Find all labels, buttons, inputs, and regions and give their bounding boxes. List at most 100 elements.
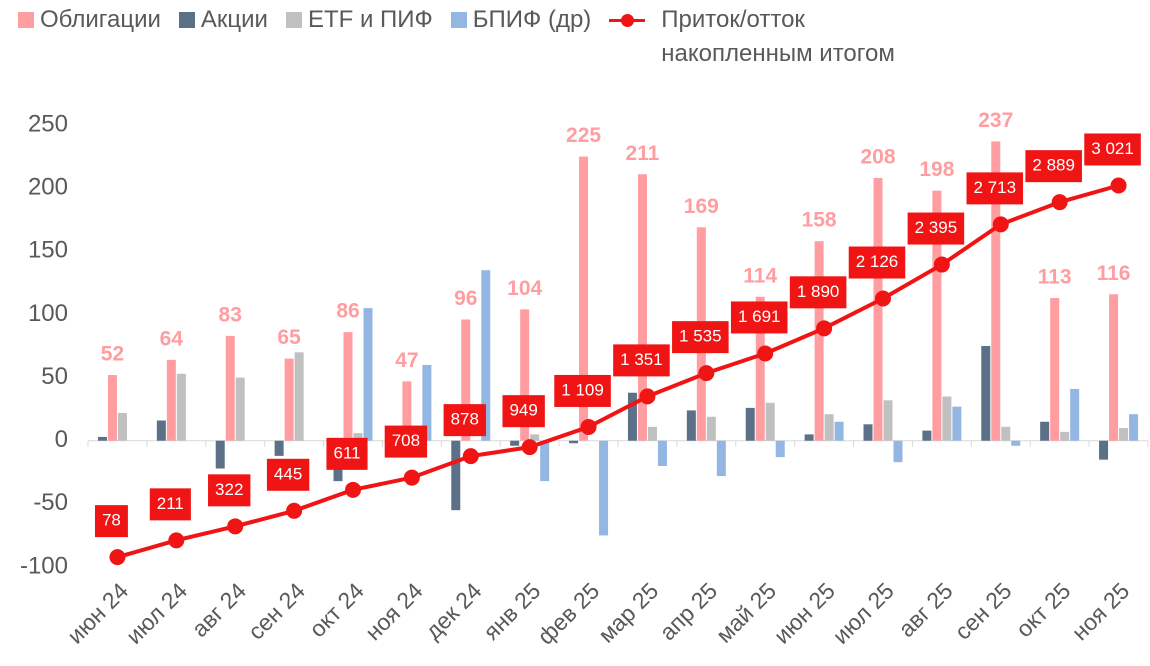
line-point — [462, 448, 479, 465]
line-label-text: 1 890 — [797, 282, 840, 301]
bar — [716, 440, 726, 477]
legend-label: Акции — [200, 6, 268, 33]
line-point — [168, 532, 185, 549]
legend-item: Акции — [178, 6, 268, 34]
data-label: 208 — [860, 146, 895, 169]
line-label-box — [149, 488, 191, 521]
bar — [627, 392, 637, 441]
bar — [1109, 294, 1119, 441]
x-tick-label: авг 25 — [893, 577, 958, 642]
data-label: 96 — [454, 287, 477, 310]
data-label: 198 — [919, 158, 954, 181]
bar — [569, 440, 579, 444]
bar — [686, 410, 696, 441]
y-tick-label: 100 — [28, 300, 68, 327]
data-label: 169 — [684, 195, 719, 218]
bar — [225, 335, 235, 441]
bar — [1119, 428, 1129, 441]
line — [116, 183, 1120, 560]
legend-label: Облигации — [40, 6, 161, 33]
line-point — [757, 345, 774, 362]
bar — [1001, 426, 1011, 441]
line-point — [875, 290, 891, 307]
bar — [510, 440, 520, 446]
x-tick-label: сен 24 — [243, 577, 310, 644]
x-tick-label: май 25 — [711, 577, 781, 647]
bar — [765, 402, 775, 441]
bar — [1040, 421, 1050, 441]
x-tick-label: мар 25 — [593, 577, 663, 647]
bar — [893, 440, 903, 463]
data-label: 52 — [101, 343, 124, 366]
bar — [745, 407, 755, 441]
line-label-text: 708 — [392, 431, 420, 450]
y-tick-label: -50 — [33, 489, 68, 516]
bar — [1050, 298, 1060, 441]
legend-swatch — [285, 12, 302, 28]
bar — [176, 373, 186, 441]
legend-swatch — [18, 12, 34, 28]
line-label-text: 878 — [451, 410, 479, 429]
line-label-box — [266, 458, 310, 491]
bar — [599, 440, 609, 536]
x-tick-label: июн 24 — [62, 577, 133, 648]
line-label-box — [907, 212, 965, 245]
line-point — [521, 439, 538, 456]
x-tick-label: окт 25 — [1011, 577, 1076, 642]
data-label: 116 — [1097, 262, 1131, 285]
bar — [1070, 388, 1080, 441]
y-tick-label: 250 — [28, 110, 68, 137]
bar — [343, 332, 353, 441]
bar — [863, 424, 873, 441]
line-label-text: 1 535 — [679, 327, 722, 346]
line-label-text: 3 021 — [1091, 139, 1134, 158]
line-label-text: 1 351 — [620, 350, 663, 369]
line-label-text: 1 691 — [738, 307, 781, 326]
line-label-box — [208, 474, 251, 507]
line-point — [403, 469, 420, 486]
legend-item: БПИФ (др) — [450, 6, 591, 34]
line-point — [1110, 177, 1127, 194]
y-tick-label: 0 — [55, 426, 68, 453]
x-tick-label: июн 25 — [769, 577, 840, 648]
bar — [481, 270, 491, 441]
x-tick-label: ноя 24 — [360, 577, 428, 645]
bar — [942, 396, 952, 441]
line-label: 2 126 — [848, 246, 906, 279]
bar — [107, 375, 117, 441]
legend-item: Приток/отток накопленным итогом — [609, 6, 951, 71]
line-point — [816, 320, 833, 337]
bar — [166, 359, 176, 441]
bar — [804, 434, 814, 441]
bar — [755, 296, 765, 441]
x-tick-label: июл 25 — [827, 577, 898, 648]
line-label-box — [443, 404, 486, 437]
data-label: 225 — [566, 124, 601, 147]
data-label: 114 — [743, 264, 777, 287]
line-label-text: 2 395 — [915, 218, 958, 237]
legend: Облигации Акции ETF и ПИФ БПИФ (др) Приток/о… — [18, 6, 951, 71]
data-label: 211 — [625, 142, 659, 165]
line-label-box — [789, 276, 847, 309]
x-tick-label: окт 24 — [304, 577, 369, 642]
legend-line-dot — [621, 14, 635, 27]
legend-line — [609, 6, 646, 34]
bar — [775, 440, 785, 458]
line-point — [345, 481, 361, 498]
line-label: 2 395 — [907, 212, 965, 245]
legend-label: ETF и ПИФ — [307, 6, 433, 33]
bar — [834, 421, 844, 441]
line-label-text: 78 — [102, 511, 121, 530]
line-label: 611 — [326, 437, 368, 470]
bar — [284, 358, 294, 441]
bar — [814, 241, 824, 441]
data-label: 47 — [395, 349, 418, 372]
y-tick-label: -100 — [20, 552, 68, 579]
line-point — [286, 502, 303, 519]
data-label: 86 — [336, 300, 359, 323]
bar — [706, 416, 716, 441]
line-label: 211 — [149, 488, 191, 521]
line-label-box — [848, 246, 906, 279]
